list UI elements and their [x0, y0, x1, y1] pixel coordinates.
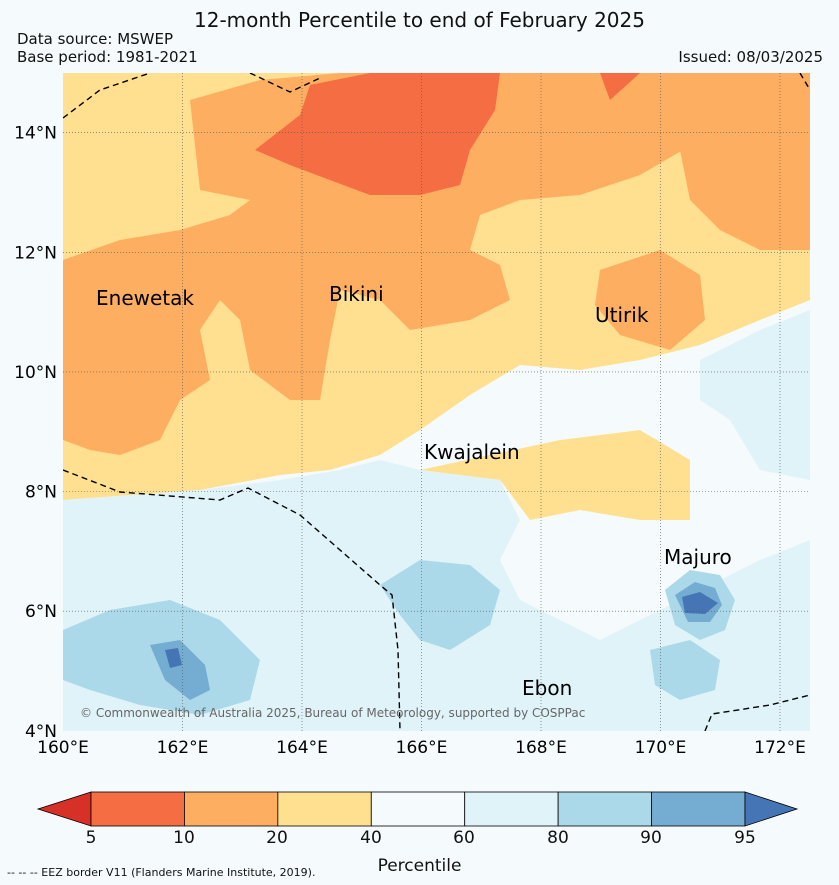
- band-above-95-west: [165, 648, 182, 668]
- band-5-10: [255, 73, 500, 195]
- colorbar-tick-label: 40: [360, 828, 382, 848]
- colorbar-segment: [277, 791, 372, 827]
- band-90-95-west: [150, 640, 210, 700]
- band-80-90-center: [380, 560, 500, 650]
- colorbar-tick-label: 90: [640, 828, 662, 848]
- eez-legend-note: -- -- -- EEZ border V11 (Flanders Marine…: [7, 866, 316, 879]
- colorbar-tick-label: 5: [85, 828, 97, 848]
- lon-tick-label: 162°E: [157, 738, 209, 758]
- map-title: 12-month Percentile to end of February 2…: [194, 8, 645, 32]
- eez-borders: [63, 73, 810, 731]
- lat-tick-label: 6°N: [25, 602, 57, 622]
- colorbar-tick-label: 10: [173, 828, 195, 848]
- base-period-label: Base period: 1981-2021: [17, 48, 198, 66]
- colorbar-extend-high: [744, 791, 799, 827]
- lon-tick-label: 164°E: [276, 738, 328, 758]
- colorbar-tick-label: 20: [266, 828, 288, 848]
- data-source-label: Data source: MSWEP: [17, 30, 174, 48]
- map-plot-area: [63, 73, 810, 731]
- place-label-utirik: Utirik: [595, 303, 649, 327]
- colorbar-segment: [557, 791, 652, 827]
- colorbar: [36, 791, 799, 827]
- lat-tick-label: 12°N: [14, 243, 57, 263]
- place-label-majuro: Majuro: [664, 545, 732, 569]
- colorbar-tick-label: 80: [547, 828, 569, 848]
- band-5-10-north: [600, 73, 640, 100]
- band-above-95-majuro: [682, 592, 718, 614]
- lat-tick-label: 8°N: [25, 483, 57, 503]
- lat-tick-label: 10°N: [14, 363, 57, 383]
- colorbar-tick-label: 60: [453, 828, 475, 848]
- band-60-80-east: [700, 310, 810, 480]
- place-label-ebon: Ebon: [522, 676, 572, 700]
- colorbar-segment: [464, 791, 559, 827]
- lon-tick-label: 170°E: [635, 738, 687, 758]
- copyright-text: © Commonwealth of Australia 2025, Bureau…: [80, 706, 585, 720]
- lon-tick-label: 166°E: [396, 738, 448, 758]
- band-10-20-east: [680, 73, 810, 250]
- band-10-20: [63, 73, 700, 455]
- colorbar-segment: [90, 791, 185, 827]
- place-label-bikini: Bikini: [329, 282, 384, 306]
- band-80-90-south: [650, 640, 720, 700]
- colorbar-segment: [370, 791, 466, 827]
- colorbar-extend-low: [36, 791, 92, 827]
- issued-date-label: Issued: 08/03/2025: [678, 48, 823, 66]
- colorbar-label: Percentile: [377, 856, 462, 876]
- place-label-enewetak: Enewetak: [96, 286, 194, 310]
- colorbar-segment: [651, 791, 746, 827]
- lon-tick-label: 172°E: [754, 738, 806, 758]
- lat-tick-label: 4°N: [25, 722, 57, 742]
- band-10-20-utirik: [595, 250, 705, 350]
- lat-tick-label: 14°N: [14, 124, 57, 144]
- place-label-kwajalein: Kwajalein: [424, 440, 520, 464]
- lon-tick-label: 160°E: [37, 738, 89, 758]
- colorbar-tick-label: 95: [734, 828, 756, 848]
- colorbar-segment: [184, 791, 279, 827]
- band-20-40-east: [420, 430, 690, 520]
- lon-tick-label: 168°E: [515, 738, 567, 758]
